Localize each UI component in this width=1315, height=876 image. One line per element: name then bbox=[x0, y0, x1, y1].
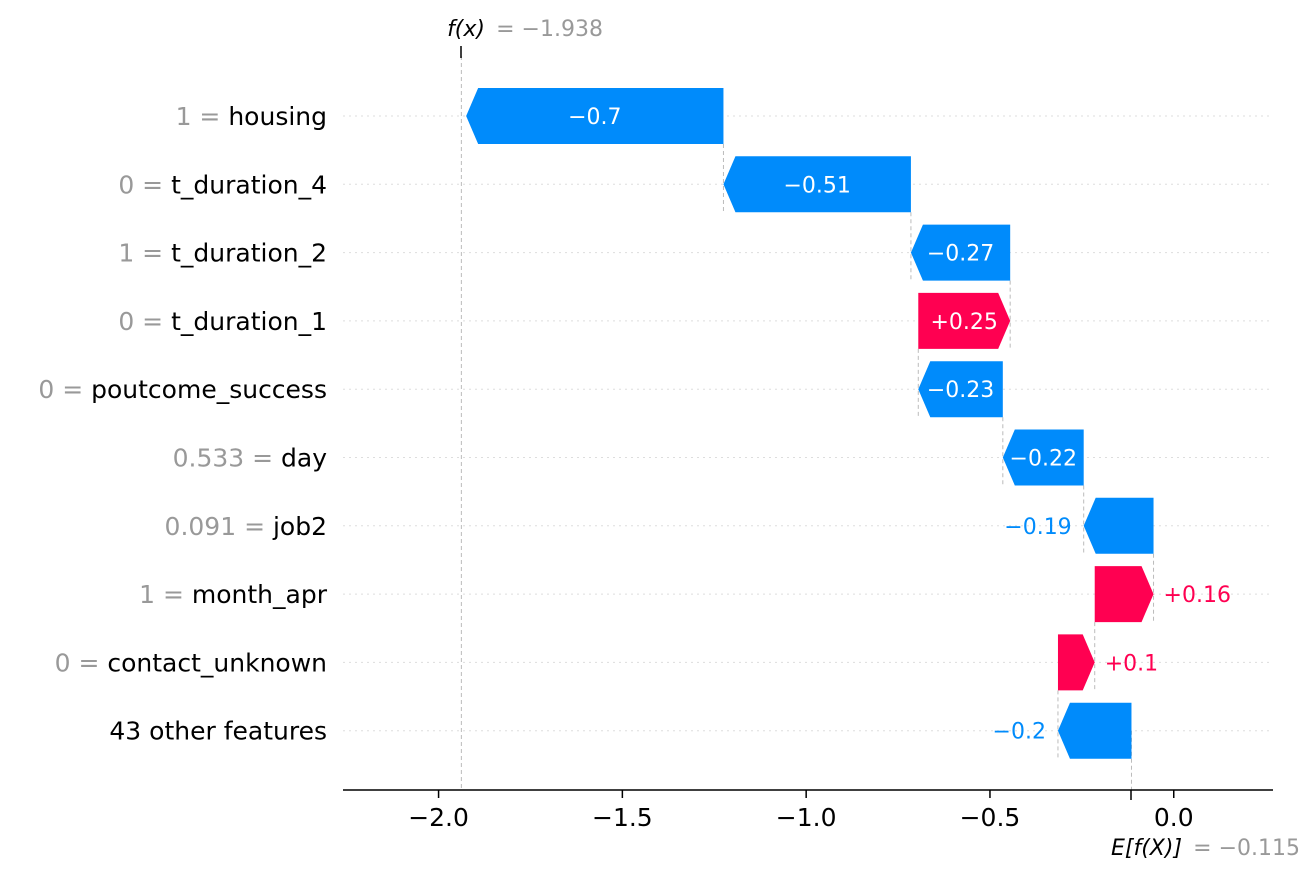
feature-name: t_duration_2 bbox=[171, 239, 327, 268]
feature-name: t_duration_4 bbox=[171, 170, 327, 199]
feature-label: 43 other features bbox=[109, 717, 327, 746]
feature-value: 0 = bbox=[38, 375, 91, 404]
feature-name: t_duration_1 bbox=[171, 307, 327, 336]
x-tick-label: −1.5 bbox=[592, 803, 653, 832]
output-value-label: f(x) bbox=[447, 17, 485, 42]
feature-value: 1 = bbox=[118, 239, 171, 268]
contribution-value-label: +0.1 bbox=[1105, 651, 1158, 676]
feature-name: housing bbox=[228, 102, 327, 131]
contribution-bar bbox=[918, 292, 1011, 349]
feature-value: 0.091 = bbox=[165, 512, 273, 541]
contribution-bar bbox=[1083, 497, 1154, 554]
feature-name: month_apr bbox=[192, 580, 328, 609]
feature-label: 0 = t_duration_4 bbox=[118, 170, 327, 199]
feature-labels: 1 = housing 0 = t_duration_4 1 = t_duratio… bbox=[38, 102, 327, 746]
contribution-value-label: −0.23 bbox=[927, 378, 994, 403]
contribution-value-label: −0.22 bbox=[1010, 447, 1077, 472]
contribution-bar bbox=[723, 156, 911, 213]
contribution-bar bbox=[1057, 634, 1095, 691]
feature-label: 0.533 = day bbox=[173, 444, 328, 473]
feature-name: poutcome_success bbox=[91, 375, 327, 404]
feature-value: 1 = bbox=[176, 102, 229, 131]
base-value-label: E[f(X)] bbox=[1111, 836, 1182, 861]
contribution-bar bbox=[910, 224, 1011, 281]
feature-name: contact_unknown bbox=[107, 648, 327, 677]
x-tick-label: −1.0 bbox=[776, 803, 837, 832]
output-value-text: = −1.938 bbox=[496, 17, 603, 42]
feature-name: 43 other features bbox=[109, 717, 327, 746]
feature-name: day bbox=[281, 444, 327, 473]
x-tick-label: −0.5 bbox=[960, 803, 1021, 832]
feature-value: 0 = bbox=[118, 170, 171, 199]
contribution-value-label: +0.16 bbox=[1164, 583, 1231, 608]
x-tick-label: 0.0 bbox=[1154, 803, 1194, 832]
contribution-value-label: −0.19 bbox=[1004, 515, 1071, 540]
feature-name: job2 bbox=[272, 512, 327, 541]
feature-value: 0.533 = bbox=[173, 444, 281, 473]
contribution-value-label: −0.27 bbox=[927, 242, 994, 267]
feature-label: 0 = contact_unknown bbox=[55, 648, 327, 677]
feature-label: 1 = month_apr bbox=[139, 580, 328, 609]
feature-value: 1 = bbox=[139, 580, 192, 609]
base-value-annotation: E[f(X)] = −0.115 bbox=[1111, 836, 1300, 861]
feature-value: 0 = bbox=[118, 307, 171, 336]
feature-label: 0 = t_duration_1 bbox=[118, 307, 327, 336]
contribution-bar bbox=[1057, 702, 1132, 759]
output-value-annotation: f(x) = −1.938 bbox=[447, 17, 603, 42]
feature-label: 0.091 = job2 bbox=[165, 512, 327, 541]
base-value-text: = −0.115 bbox=[1193, 836, 1300, 861]
contribution-value-label: −0.51 bbox=[783, 173, 850, 198]
contribution-bars: −0.7 −0.51 −0.27 +0.25 −0.23 −0.22 −0.19 +0.16 +… bbox=[466, 88, 1231, 759]
contribution-bar bbox=[918, 361, 1003, 418]
contribution-bar bbox=[466, 88, 724, 144]
contribution-bar bbox=[1094, 566, 1154, 623]
x-axis: −2.0 −1.5 −1.0 −0.5 0.0 bbox=[343, 789, 1273, 832]
feature-label: 1 = t_duration_2 bbox=[118, 239, 327, 268]
feature-value: 0 = bbox=[55, 648, 108, 677]
feature-label: 0 = poutcome_success bbox=[38, 375, 327, 404]
contribution-value-label: +0.25 bbox=[931, 310, 998, 335]
x-tick-label: −2.0 bbox=[408, 803, 469, 832]
contribution-value-label: −0.7 bbox=[568, 105, 621, 130]
annotations: f(x) = −1.938 E[f(X)] = −0.115 bbox=[447, 17, 1300, 861]
feature-label: 1 = housing bbox=[176, 102, 327, 131]
contribution-value-label: −0.2 bbox=[993, 720, 1046, 745]
contribution-bar bbox=[1002, 429, 1084, 486]
